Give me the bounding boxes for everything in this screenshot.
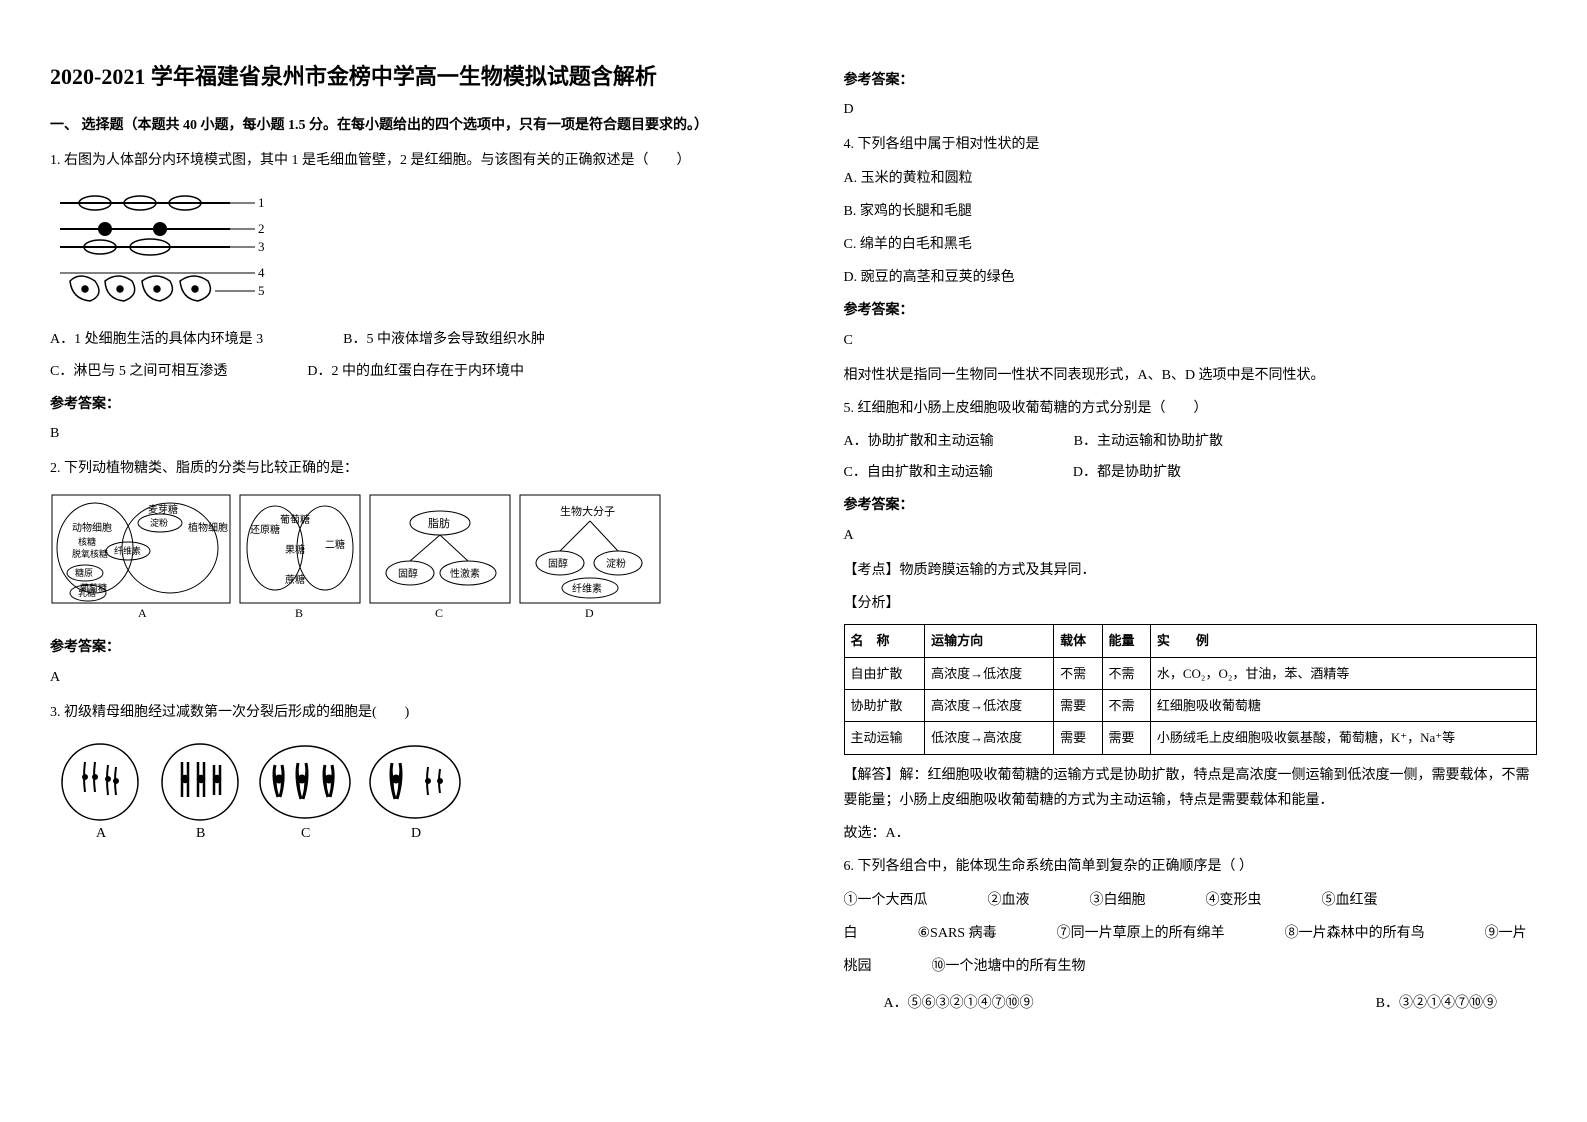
svg-text:脂肪: 脂肪 [428,516,450,530]
svg-text:乳糖: 乳糖 [78,587,96,598]
svg-text:B: B [196,826,205,841]
q1-optB: B．5 中液体增多会导致组织水肿 [343,327,545,352]
svg-text:1: 1 [258,195,265,210]
svg-text:性激素: 性激素 [450,567,480,580]
q5-answer: A [844,523,1538,548]
q5-optC: C．自由扩散和主动运输 [844,460,993,485]
q2-answer: A [50,665,744,690]
svg-text:植物细胞: 植物细胞 [188,521,228,534]
q5-optB: B．主动运输和协助扩散 [1074,429,1223,454]
q1-answer-label: 参考答案： [50,392,744,417]
q5-pick: 故选：A． [844,821,1538,846]
q1-optA: A．1 处细胞生活的具体内环境是 3 [50,327,263,352]
svg-text:A: A [138,606,147,620]
svg-text:C: C [435,606,443,620]
q5-options-ab: A．协助扩散和主动运输 B．主动运输和协助扩散 [844,429,1538,454]
q4-optB: B. 家鸡的长腿和毛腿 [844,199,1538,224]
q4-optD: D. 豌豆的高茎和豆荚的绿色 [844,265,1538,290]
transport-table: 名 称 运输方向 载体 能量 实 例 自由扩散 高浓度→低浓度 不需 不需 水，… [844,624,1538,755]
q4-answer-label: 参考答案： [844,298,1538,323]
q1-optD: D．2 中的血红蛋白存在于内环境中 [307,359,524,384]
svg-text:C: C [301,826,310,841]
q3-stem: 3. 初级精母细胞经过减数第一次分裂后形成的细胞是( ) [50,700,744,725]
q6-options: A．⑤⑥③②①④⑦⑩⑨ B．③②①④⑦⑩⑨ [844,991,1538,1016]
svg-text:A: A [96,826,107,841]
left-column: 2020-2021 学年福建省泉州市金榜中学高一生物模拟试题含解析 一、 选择题… [0,0,794,1122]
q3-diagram: A B C [50,737,744,847]
svg-text:淀粉: 淀粉 [606,557,626,570]
q2-answer-label: 参考答案： [50,635,744,660]
q5-options-cd: C．自由扩散和主动运输 D．都是协助扩散 [844,460,1538,485]
q4-stem: 4. 下列各组中属于相对性状的是 [844,132,1538,157]
q6-optA: A．⑤⑥③②①④⑦⑩⑨ [884,991,1034,1016]
right-column: 参考答案： D 4. 下列各组中属于相对性状的是 A. 玉米的黄粒和圆粒 B. … [794,0,1587,1122]
q6-optB: B．③②①④⑦⑩⑨ [1376,991,1497,1016]
q5-point: 【考点】物质跨膜运输的方式及其异同． [844,558,1538,583]
q6-items-line2: 白 ⑥SARS 病毒 ⑦同一片草原上的所有绵羊 ⑧一片森林中的所有鸟 ⑨一片 [844,921,1538,946]
svg-text:D: D [411,826,421,841]
q5-stem: 5. 红细胞和小肠上皮细胞吸收葡萄糖的方式分别是（ ） [844,396,1538,421]
q3-answer: D [844,97,1538,122]
svg-text:固醇: 固醇 [398,567,418,580]
table-row: 自由扩散 高浓度→低浓度 不需 不需 水，CO₂，O₂，甘油，苯、酒精等 [844,657,1537,689]
svg-text:还原糖: 还原糖 [250,523,280,536]
svg-text:D: D [585,606,594,620]
q2-diagram: 动物细胞 麦芽糖 淀粉 植物细胞 核糖 脱氧核糖 纤维素 糖原 葡萄糖 乳糖 A… [50,493,744,623]
svg-text:4: 4 [258,265,265,280]
q5-answer-label: 参考答案： [844,493,1538,518]
q4-optC: C. 绵羊的白毛和黑毛 [844,232,1538,257]
q1-diagram: 1 2 3 4 5 [50,185,744,315]
svg-text:2: 2 [258,221,265,236]
th-example: 实 例 [1150,625,1536,657]
svg-text:5: 5 [258,283,265,298]
q4-explain: 相对性状是指同一生物同一性状不同表现形式，A、B、D 选项中是不同性状。 [844,363,1538,388]
table-row: 协助扩散 高浓度→低浓度 需要 不需 红细胞吸收葡萄糖 [844,689,1537,721]
svg-text:糖原: 糖原 [75,567,93,578]
q6-items-line3: 桃园 ⑩一个池塘中的所有生物 [844,954,1538,979]
q6-stem: 6. 下列各组合中，能体现生命系统由简单到复杂的正确顺序是（ ） [844,854,1538,879]
q5-solve: 【解答】解：红细胞吸收葡萄糖的运输方式是协助扩散，特点是高浓度一侧运输到低浓度一… [844,763,1538,813]
svg-text:蔗糖: 蔗糖 [285,573,305,586]
q1-options-cd: C．淋巴与 5 之间可相互渗透 D．2 中的血红蛋白存在于内环境中 [50,359,744,384]
q6-items-line1: ①一个大西瓜 ②血液 ③白细胞 ④变形虫 ⑤血红蛋 [844,888,1538,913]
svg-text:二糖: 二糖 [325,538,345,551]
svg-text:B: B [295,606,303,620]
q4-optA: A. 玉米的黄粒和圆粒 [844,166,1538,191]
q5-analysis: 【分析】 [844,591,1538,616]
q1-options-ab: A．1 处细胞生活的具体内环境是 3 B．5 中液体增多会导致组织水肿 [50,327,744,352]
svg-text:动物细胞: 动物细胞 [72,521,112,534]
svg-text:生物大分子: 生物大分子 [560,504,615,518]
svg-text:核糖: 核糖 [78,536,96,547]
svg-text:脱氧核糖: 脱氧核糖 [72,548,108,559]
svg-text:3: 3 [258,239,265,254]
th-carrier: 载体 [1054,625,1102,657]
q1-stem: 1. 右图为人体部分内环境模式图，其中 1 是毛细血管壁，2 是红细胞。与该图有… [50,148,744,173]
svg-text:固醇: 固醇 [548,557,568,570]
th-energy: 能量 [1102,625,1150,657]
svg-text:纤维素: 纤维素 [572,582,602,595]
q5-optD: D．都是协助扩散 [1073,460,1181,485]
svg-text:纤维素: 纤维素 [114,545,141,556]
q2-stem: 2. 下列动植物糖类、脂质的分类与比较正确的是： [50,456,744,481]
section-1-head: 一、 选择题（本题共 40 小题，每小题 1.5 分。在每小题给出的四个选项中，… [50,113,744,138]
th-name: 名 称 [844,625,925,657]
doc-title: 2020-2021 学年福建省泉州市金榜中学高一生物模拟试题含解析 [50,60,744,93]
q1-optC: C．淋巴与 5 之间可相互渗透 [50,359,227,384]
table-row: 主动运输 低浓度→高浓度 需要 需要 小肠绒毛上皮细胞吸收氨基酸，葡萄糖，K⁺，… [844,722,1537,754]
q4-answer: C [844,328,1538,353]
svg-text:淀粉: 淀粉 [150,517,168,528]
svg-text:果糖: 果糖 [285,543,305,556]
q5-optA: A．协助扩散和主动运输 [844,429,994,454]
q3-answer-label: 参考答案： [844,68,1538,93]
svg-text:葡萄糖: 葡萄糖 [280,513,310,526]
table-header-row: 名 称 运输方向 载体 能量 实 例 [844,625,1537,657]
q1-answer: B [50,421,744,446]
th-dir: 运输方向 [925,625,1054,657]
